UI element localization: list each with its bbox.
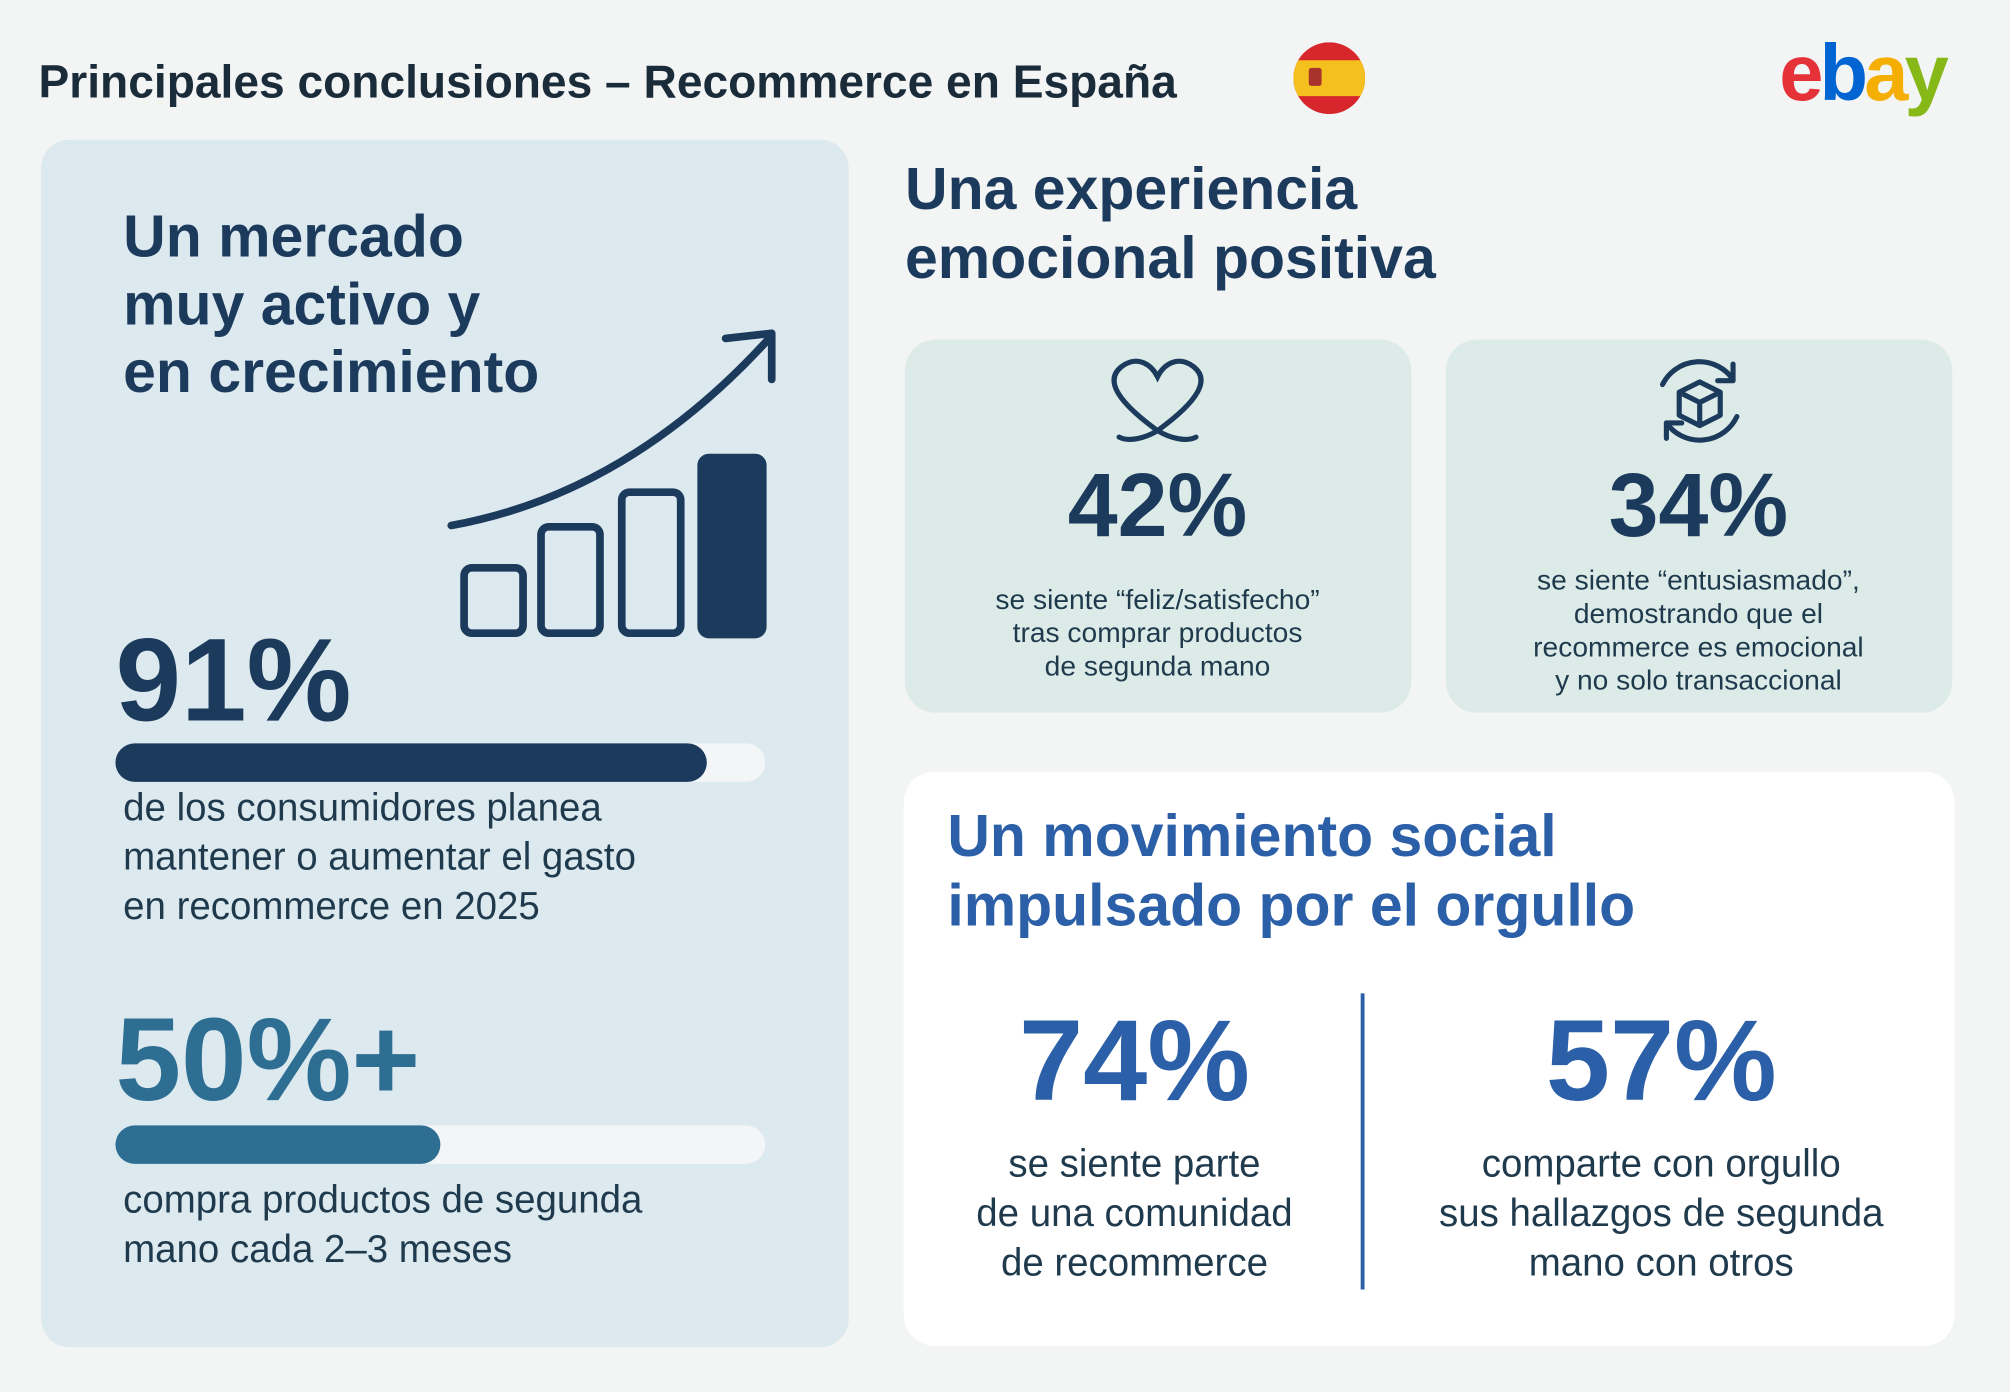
social-number: 74% — [1019, 997, 1250, 1125]
section-heading: Un movimiento social — [947, 804, 1556, 869]
emotion-card — [905, 339, 1412, 713]
panel-heading: en crecimiento — [123, 340, 539, 405]
social-text: comparte con orgullo — [1482, 1143, 1841, 1186]
section-heading: Una experiencia — [905, 157, 1358, 222]
card-number: 34% — [1609, 456, 1789, 556]
section-heading: impulsado por el orgullo — [947, 873, 1635, 938]
card-text: se siente “entusiasmado”, — [1537, 564, 1860, 596]
stat-number: 50%+ — [115, 993, 420, 1125]
page-title: Principales conclusiones – Recommerce en… — [39, 55, 1178, 107]
card-text: se siente “feliz/satisfecho” — [995, 583, 1319, 615]
section-heading: emocional positiva — [905, 226, 1437, 291]
card-text: recommerce es emocional — [1533, 630, 1864, 662]
social-number: 57% — [1546, 997, 1777, 1125]
progress-fill — [115, 1125, 441, 1164]
social-text: de recommerce — [1001, 1241, 1268, 1284]
social-text: sus hallazgos de segunda — [1439, 1192, 1884, 1235]
stat-text: mantener o aumentar el gasto — [123, 836, 636, 879]
ebay-logo: ebay — [1779, 28, 1948, 117]
panel-heading: Un mercado — [123, 204, 464, 269]
stat-text: compra productos de segunda — [123, 1179, 643, 1222]
heart-icon — [1111, 358, 1204, 442]
card-number: 42% — [1068, 456, 1248, 556]
card-text: de segunda mano — [1045, 649, 1271, 681]
card-text: tras comprar productos — [1013, 616, 1303, 648]
stat-number: 91% — [115, 613, 351, 745]
stat-text: de los consumidores planea — [123, 786, 602, 829]
card-text: y no solo transaccional — [1555, 664, 1842, 696]
social-text: de una comunidad — [976, 1192, 1292, 1235]
progress-fill — [115, 743, 707, 782]
social-panel — [903, 771, 1955, 1346]
social-text: mano con otros — [1529, 1241, 1794, 1284]
stat-text: en recommerce en 2025 — [123, 885, 540, 928]
recycle-box-icon — [1659, 359, 1740, 443]
card-text: demostrando que el — [1574, 597, 1823, 629]
panel-heading: muy activo y — [123, 272, 480, 337]
stat-text: mano cada 2–3 meses — [123, 1228, 512, 1271]
social-text: se siente parte — [1008, 1143, 1260, 1186]
spain-flag — [1293, 42, 1366, 115]
growth-icon — [447, 329, 776, 639]
emotion-card — [1445, 339, 1953, 713]
